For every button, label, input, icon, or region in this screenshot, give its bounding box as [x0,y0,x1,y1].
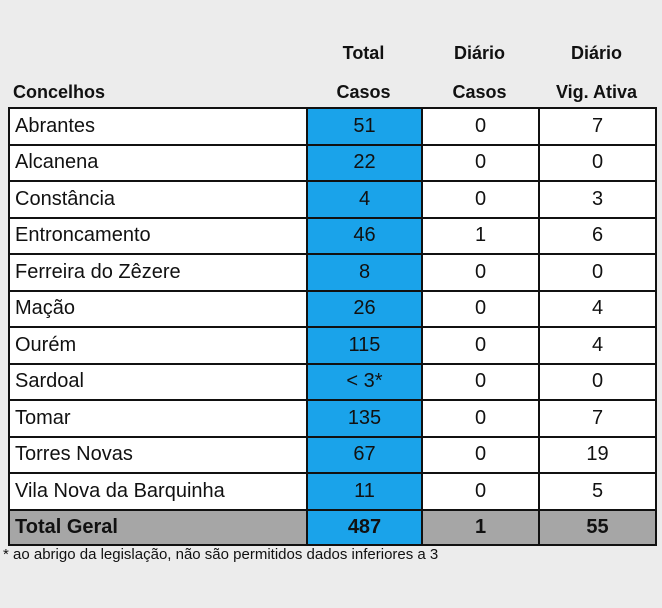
cell-total-casos: 115 [306,326,423,365]
cell-total-casos: 22 [306,143,423,182]
cases-table: Abrantes 51 0 7 Alcanena 22 0 0 Constânc… [8,107,657,546]
cell-concelho: Sardoal [8,362,308,401]
cell-concelho: Tomar [8,399,308,438]
table-row: Vila Nova da Barquinha 11 0 5 [8,472,657,511]
cell-total-casos: 4 [306,180,423,219]
cell-concelho: Abrantes [8,107,308,146]
cell-concelho: Ferreira do Zêzere [8,253,308,292]
cell-concelho: Mação [8,289,308,328]
cell-diario-vig-ativa: 0 [538,362,657,401]
cell-diario-vig-ativa: 7 [538,399,657,438]
table-row: Tomar 135 0 7 [8,399,657,438]
cell-diario-vig-ativa: 0 [538,143,657,182]
cell-total-casos: 51 [306,107,423,146]
cell-diario-casos: 0 [421,435,540,474]
total-geral-row: Total Geral 487 1 55 [8,508,657,546]
table-row: Ourém 115 0 4 [8,326,657,365]
cell-diario-casos: 0 [421,143,540,182]
table-row: Sardoal < 3* 0 0 [8,362,657,401]
cell-diario-casos: 0 [421,289,540,328]
header-concelhos: Concelhos [13,82,106,102]
table-row: Entroncamento 46 1 6 [8,216,657,255]
cell-total-casos: 26 [306,289,423,328]
table-row: Abrantes 51 0 7 [8,107,657,146]
cell-diario-vig-ativa: 7 [538,107,657,146]
table-header: Total Diário Diário Concelhos Casos Caso… [8,30,654,107]
cell-diario-vig-ativa: 4 [538,289,657,328]
header-diario-vig-line2: Vig. Ativa [555,82,638,102]
cell-diario-casos: 0 [421,253,540,292]
cell-concelho: Torres Novas [8,435,308,474]
cell-total-casos: 8 [306,253,423,292]
cell-diario-vig-ativa: 19 [538,435,657,474]
cell-concelho: Alcanena [8,143,308,182]
header-total-line2: Casos [336,82,391,102]
table-row: Constância 4 0 3 [8,180,657,219]
cell-concelho: Entroncamento [8,216,308,255]
total-geral-diario-casos: 1 [421,508,540,546]
total-geral-label: Total Geral [8,508,308,546]
footnote: * ao abrigo da legislação, não são permi… [3,546,439,563]
total-geral-diario-vig-ativa: 55 [538,508,657,546]
cell-diario-vig-ativa: 4 [538,326,657,365]
table-row: Ferreira do Zêzere 8 0 0 [8,253,657,292]
header-diario-vig-line1: Diário [570,43,622,63]
covid-table-sheet: Total Diário Diário Concelhos Casos Caso… [8,30,657,546]
cell-total-casos: < 3* [306,362,423,401]
total-geral-casos: 487 [306,508,423,546]
cell-diario-vig-ativa: 3 [538,180,657,219]
table-row: Mação 26 0 4 [8,289,657,328]
cell-concelho: Constância [8,180,308,219]
table-row: Torres Novas 67 0 19 [8,435,657,474]
table-row: Alcanena 22 0 0 [8,143,657,182]
cell-diario-vig-ativa: 5 [538,472,657,511]
cell-diario-vig-ativa: 6 [538,216,657,255]
cell-total-casos: 135 [306,399,423,438]
cell-diario-casos: 0 [421,399,540,438]
cell-concelho: Ourém [8,326,308,365]
cell-total-casos: 67 [306,435,423,474]
cell-diario-casos: 0 [421,107,540,146]
header-diario-casos-line2: Casos [452,82,507,102]
cell-concelho: Vila Nova da Barquinha [8,472,308,511]
cell-diario-casos: 0 [421,362,540,401]
cell-total-casos: 46 [306,216,423,255]
cell-diario-casos: 0 [421,472,540,511]
cell-diario-casos: 0 [421,326,540,365]
cell-diario-casos: 1 [421,216,540,255]
header-diario-casos-line1: Diário [453,43,505,63]
cell-total-casos: 11 [306,472,423,511]
cell-diario-casos: 0 [421,180,540,219]
cell-diario-vig-ativa: 0 [538,253,657,292]
header-total-line1: Total [342,43,385,63]
